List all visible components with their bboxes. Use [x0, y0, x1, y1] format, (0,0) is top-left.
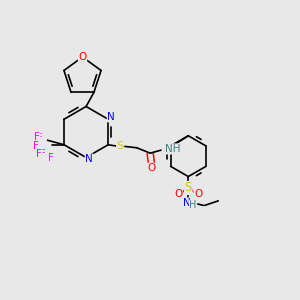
Text: O: O — [194, 189, 202, 199]
Text: S: S — [184, 182, 192, 194]
Text: NH: NH — [165, 144, 180, 154]
Text: N: N — [107, 112, 115, 122]
Text: O: O — [78, 52, 87, 62]
Text: F: F — [36, 149, 42, 159]
Text: F: F — [48, 153, 53, 163]
Text: F: F — [37, 133, 43, 143]
Text: O: O — [148, 163, 156, 173]
Text: N: N — [183, 198, 191, 208]
Text: F: F — [34, 132, 40, 142]
Text: F: F — [40, 149, 46, 159]
Text: S: S — [117, 141, 124, 151]
Text: F: F — [33, 141, 39, 151]
Text: H: H — [189, 200, 197, 210]
Text: O: O — [174, 189, 182, 199]
Text: N: N — [85, 154, 93, 164]
